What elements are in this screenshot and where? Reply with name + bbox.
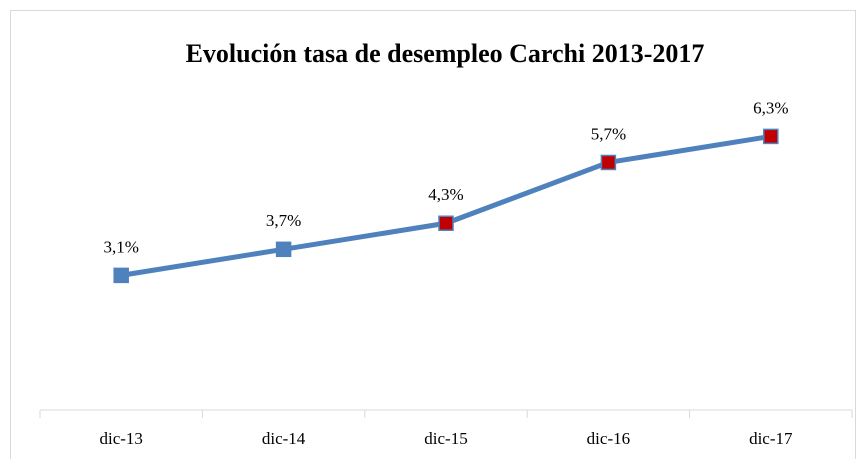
marker: [275, 241, 292, 258]
data-label: 5,7%: [591, 124, 626, 143]
x-tick-label: dic-13: [99, 429, 142, 448]
x-tick-label: dic-16: [587, 429, 630, 448]
data-label: 6,3%: [753, 98, 788, 117]
data-label: 3,7%: [266, 211, 301, 230]
marker: [763, 128, 779, 145]
data-label: 3,1%: [103, 237, 138, 256]
marker: [600, 154, 617, 171]
data-label: 4,3%: [428, 185, 463, 204]
x-tick-label: dic-15: [424, 429, 467, 448]
chart-title: Evolución tasa de desempleo Carchi 2013-…: [186, 39, 705, 68]
x-tick-label: dic-17: [749, 429, 793, 448]
marker: [113, 267, 129, 284]
marker: [438, 215, 454, 232]
x-tick-label: dic-14: [262, 429, 306, 448]
chart-border: [10, 10, 856, 464]
